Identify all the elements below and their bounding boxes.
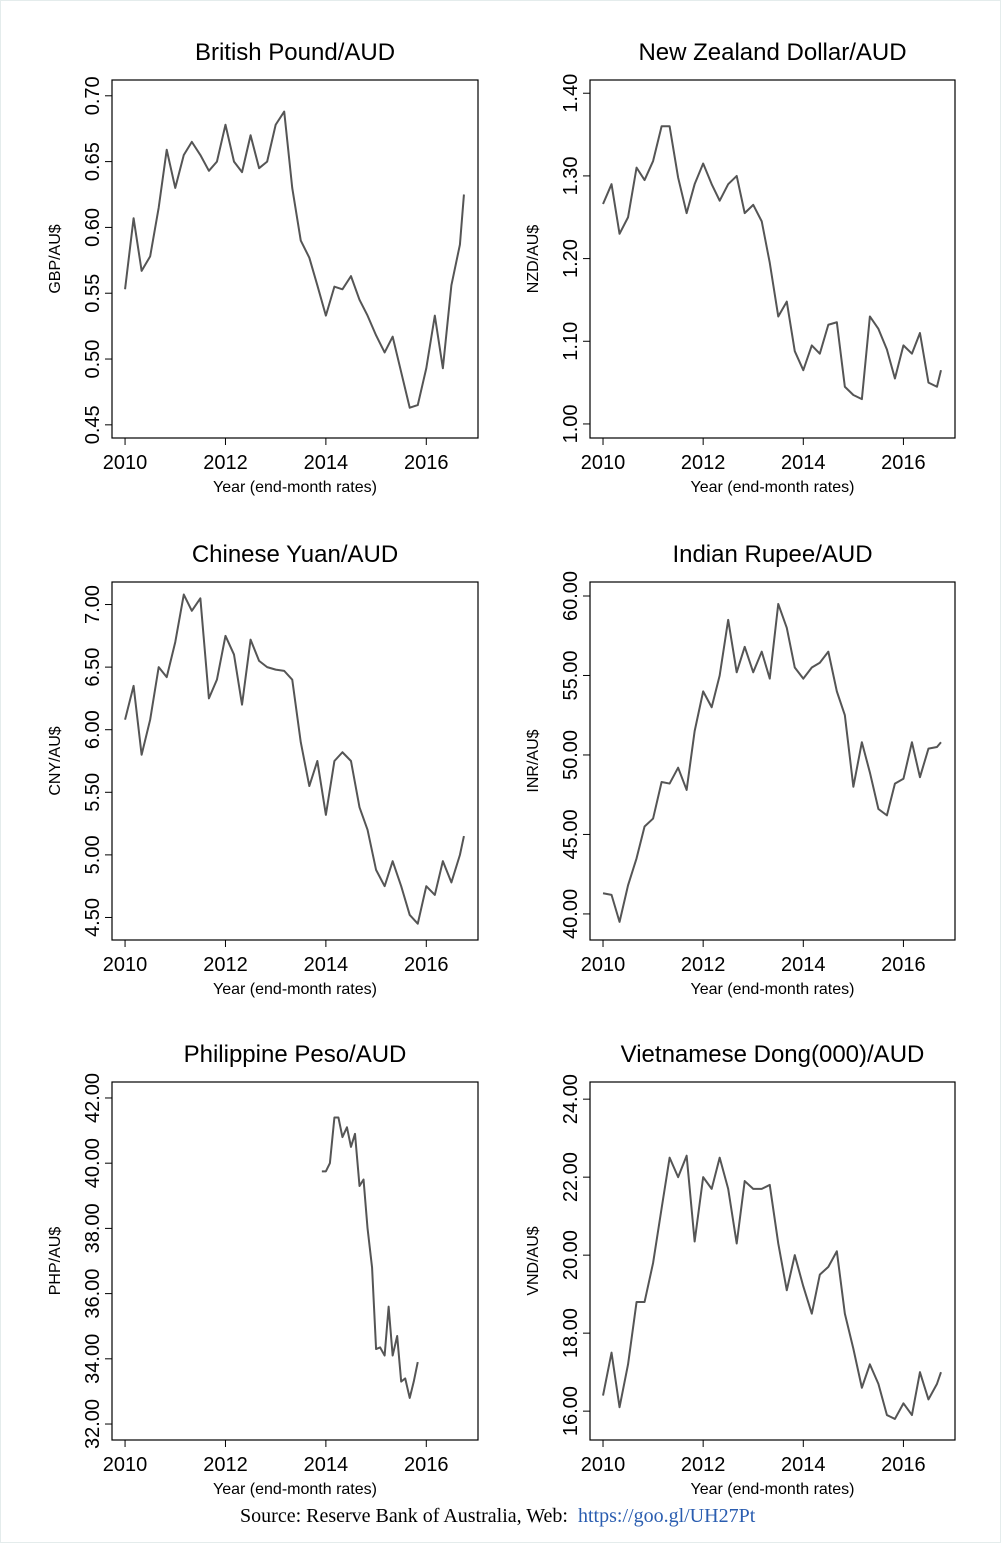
data-line — [602, 602, 942, 923]
y-axis-label: GBP/AU$ — [47, 224, 64, 293]
y-axis-label: VND/AU$ — [525, 1226, 542, 1295]
y-tick-label: 0.55 — [82, 274, 104, 313]
x-tick-label: 2016 — [881, 452, 926, 474]
x-tick-label: 2012 — [203, 452, 248, 474]
y-tick-label: 22.00 — [560, 1152, 582, 1202]
y-tick-label: 1.10 — [560, 322, 582, 361]
x-tick-label: 2012 — [681, 954, 726, 976]
y-tick-label: 45.00 — [560, 809, 582, 859]
x-tick-label: 2016 — [404, 954, 449, 976]
y-tick-label: 18.00 — [560, 1308, 582, 1358]
y-tick-label: 0.60 — [82, 208, 104, 247]
plot-frame — [111, 79, 479, 439]
data-line — [321, 1116, 419, 1399]
y-tick-label: 5.50 — [82, 773, 104, 812]
chart-title: British Pound/AUD — [195, 39, 395, 66]
y-axis-label: PHP/AU$ — [47, 1227, 64, 1296]
x-axis-label: Year (end-month rates) — [213, 479, 377, 496]
x-tick-label: 2014 — [304, 954, 349, 976]
y-tick-label: 50.00 — [560, 730, 582, 780]
x-tick-label: 2010 — [103, 452, 148, 474]
y-tick-label: 6.00 — [82, 710, 104, 749]
y-tick-label: 0.70 — [82, 76, 104, 115]
x-axis-label: Year (end-month rates) — [213, 1481, 377, 1498]
y-tick-label: 7.00 — [82, 585, 104, 624]
y-tick-label: 60.00 — [560, 571, 582, 621]
y-tick-label: 4.50 — [82, 898, 104, 937]
y-tick-label: 0.65 — [82, 142, 104, 181]
y-tick-label: 6.50 — [82, 648, 104, 687]
data-line — [124, 593, 465, 925]
x-tick-label: 2016 — [881, 954, 926, 976]
y-tick-label: 24.00 — [560, 1074, 582, 1124]
y-tick-label: 42.00 — [82, 1073, 104, 1123]
x-tick-label: 2016 — [404, 1454, 449, 1476]
x-tick-label: 2014 — [781, 954, 826, 976]
chart-title: Philippine Peso/AUD — [184, 1041, 407, 1068]
x-tick-label: 2012 — [203, 954, 248, 976]
x-tick-label: 2014 — [781, 1454, 826, 1476]
y-tick-label: 36.00 — [82, 1269, 104, 1319]
y-tick-label: 16.00 — [560, 1386, 582, 1436]
chart-title: New Zealand Dollar/AUD — [638, 39, 906, 66]
x-tick-label: 2014 — [304, 452, 349, 474]
x-tick-label: 2010 — [581, 954, 626, 976]
y-tick-label: 1.40 — [560, 74, 582, 113]
x-tick-label: 2016 — [881, 1454, 926, 1476]
data-line — [602, 125, 942, 401]
source-note: Source: Reserve Bank of Australia, Web: — [240, 1505, 568, 1527]
y-axis-label: NZD/AU$ — [525, 225, 542, 294]
y-tick-label: 1.20 — [560, 239, 582, 278]
x-axis-label: Year (end-month rates) — [691, 981, 855, 998]
x-tick-label: 2010 — [103, 954, 148, 976]
chart-title: Chinese Yuan/AUD — [192, 541, 398, 568]
x-axis-label: Year (end-month rates) — [691, 479, 855, 496]
data-line — [602, 1154, 942, 1420]
y-axis-label: INR/AU$ — [525, 729, 542, 792]
x-tick-label: 2010 — [103, 1454, 148, 1476]
y-tick-label: 55.00 — [560, 650, 582, 700]
y-tick-label: 20.00 — [560, 1230, 582, 1280]
y-tick-label: 5.00 — [82, 835, 104, 874]
y-tick-label: 32.00 — [82, 1399, 104, 1449]
plot-frame — [589, 581, 956, 941]
y-tick-label: 0.50 — [82, 340, 104, 379]
x-tick-label: 2012 — [203, 1454, 248, 1476]
plot-frame — [111, 581, 479, 941]
y-tick-label: 40.00 — [560, 889, 582, 939]
y-tick-label: 34.00 — [82, 1334, 104, 1384]
y-tick-label: 40.00 — [82, 1138, 104, 1188]
chart-title: Vietnamese Dong(000)/AUD — [621, 1041, 925, 1068]
plot-frame — [589, 1081, 956, 1441]
x-tick-label: 2010 — [581, 1454, 626, 1476]
source-link[interactable]: https://goo.gl/UH27Pt — [578, 1505, 756, 1527]
x-tick-label: 2016 — [404, 452, 449, 474]
x-tick-label: 2012 — [681, 1454, 726, 1476]
y-tick-label: 1.30 — [560, 156, 582, 195]
y-tick-label: 1.00 — [560, 404, 582, 443]
plot-frame — [111, 1081, 479, 1441]
x-axis-label: Year (end-month rates) — [213, 981, 377, 998]
chart-title: Indian Rupee/AUD — [672, 541, 872, 568]
y-axis-label: CNY/AU$ — [47, 726, 64, 795]
x-tick-label: 2014 — [781, 452, 826, 474]
x-tick-label: 2014 — [304, 1454, 349, 1476]
x-axis-label: Year (end-month rates) — [691, 1481, 855, 1498]
x-tick-label: 2010 — [581, 452, 626, 474]
y-tick-label: 38.00 — [82, 1203, 104, 1253]
x-tick-label: 2012 — [681, 452, 726, 474]
y-tick-label: 0.45 — [82, 405, 104, 444]
data-line — [124, 110, 465, 409]
